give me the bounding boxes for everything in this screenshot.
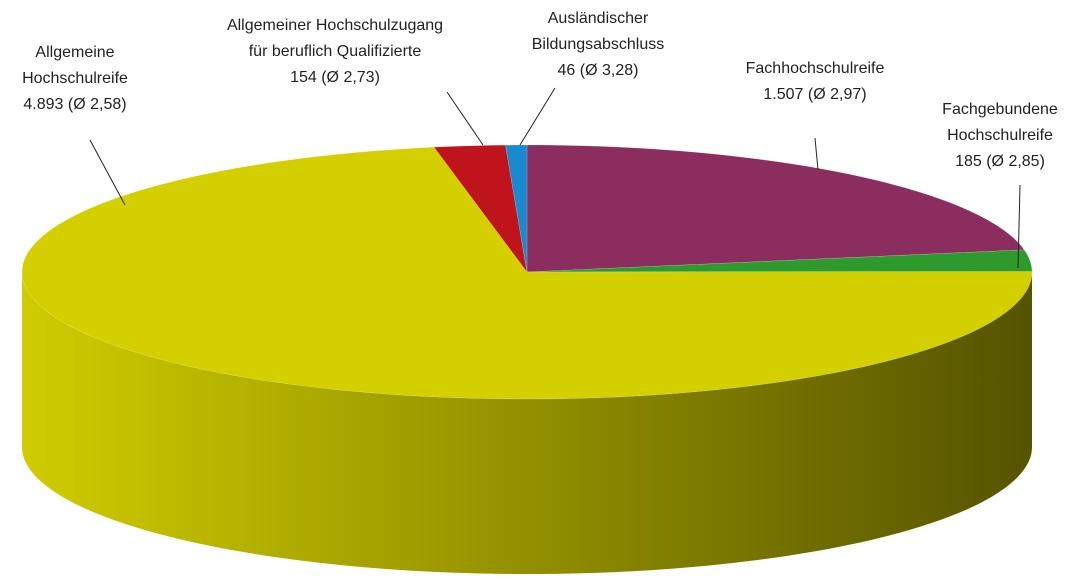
slice (21, 146, 1033, 400)
value-label: 4.893 (Ø 2,58) (23, 96, 126, 113)
slice-side-shade (22, 272, 1032, 574)
leader-line (1017, 184, 1021, 269)
slice (526, 249, 1033, 273)
value-label: 154 (Ø 2,73) (290, 69, 380, 86)
slice-label: Fachgebundene Hochschulreife (942, 101, 1058, 144)
slice-label: Allgemeine Hochschulreife (22, 44, 128, 87)
leader-line (519, 87, 556, 146)
leader-line (89, 139, 126, 206)
leader-line (814, 137, 819, 171)
slice (433, 144, 528, 273)
slice-label: Ausländischer Bildungsabschluss (532, 10, 665, 53)
slice (526, 144, 1025, 273)
slice-label: Fachhochschulreife (746, 60, 885, 77)
slice (505, 144, 528, 273)
slice-label: Allgemeiner Hochschulzugang für beruflich… (227, 17, 443, 60)
value-label: 1.507 (Ø 2,97) (763, 86, 866, 103)
value-label: 185 (Ø 2,85) (955, 153, 1045, 170)
value-label: 46 (Ø 3,28) (558, 62, 639, 79)
leader-line (446, 91, 484, 146)
